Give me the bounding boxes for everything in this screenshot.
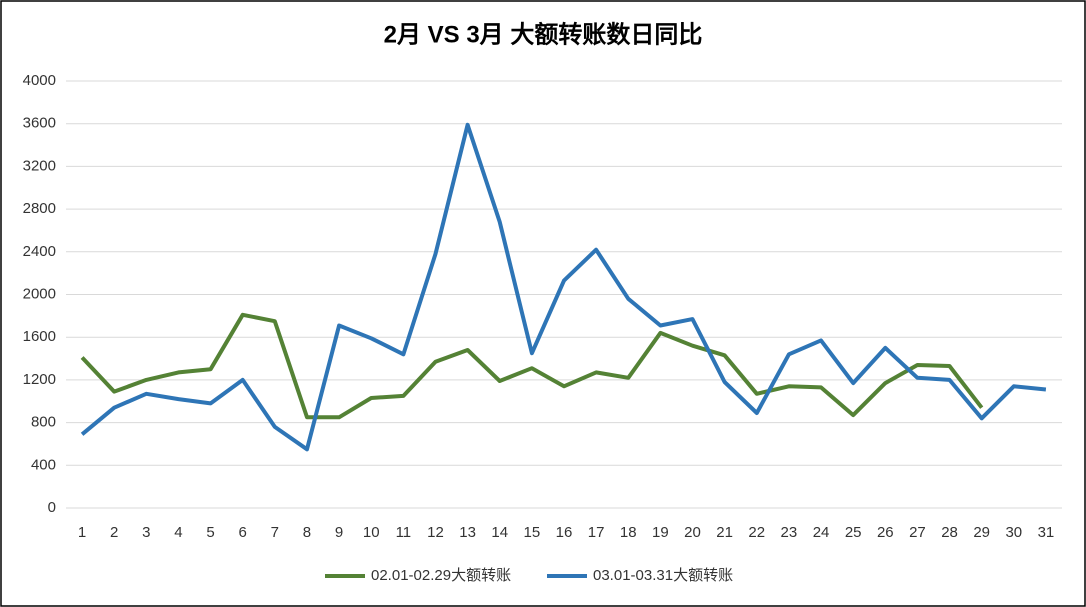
x-tick-label: 9 — [335, 524, 343, 541]
x-tick-label: 25 — [845, 524, 862, 541]
y-tick-label: 4000 — [23, 72, 56, 89]
y-tick-label: 2800 — [23, 200, 56, 217]
x-tick-label: 20 — [684, 524, 701, 541]
x-tick-label: 5 — [206, 524, 214, 541]
x-tick-label: 24 — [813, 524, 830, 541]
x-tick-label: 15 — [524, 524, 541, 541]
y-tick-label: 2000 — [23, 285, 56, 302]
legend-label: 03.01-03.31大额转账 — [593, 567, 733, 584]
y-tick-label: 0 — [48, 499, 56, 516]
x-tick-label: 17 — [588, 524, 605, 541]
line-series — [80, 312, 984, 420]
y-tick-label: 1200 — [23, 371, 56, 388]
x-tick-label: 22 — [748, 524, 765, 541]
x-tick-label: 11 — [396, 524, 412, 541]
x-tick-label: 7 — [271, 524, 279, 541]
x-tick-label: 3 — [142, 524, 150, 541]
x-tick-label: 6 — [239, 524, 247, 541]
x-tick-label: 29 — [973, 524, 990, 541]
x-tick-label: 10 — [363, 524, 380, 541]
x-tick-label: 8 — [303, 524, 311, 541]
x-tick-label: 4 — [174, 524, 182, 541]
x-tick-label: 12 — [427, 524, 444, 541]
x-tick-label: 30 — [1005, 524, 1022, 541]
x-tick-label: 16 — [556, 524, 573, 541]
x-tick-label: 23 — [781, 524, 798, 541]
x-tick-label: 2 — [110, 524, 118, 541]
line-series — [80, 122, 1047, 452]
y-tick-label: 800 — [31, 414, 56, 431]
x-tick-label: 27 — [909, 524, 926, 541]
x-tick-label: 18 — [620, 524, 637, 541]
x-tick-label: 19 — [652, 524, 669, 541]
legend-label: 02.01-02.29大额转账 — [371, 567, 511, 584]
x-tick-label: 13 — [459, 524, 476, 541]
x-tick-label: 14 — [491, 524, 508, 541]
y-tick-label: 3200 — [23, 157, 56, 174]
x-tick-label: 26 — [877, 524, 894, 541]
y-tick-label: 2400 — [23, 243, 56, 260]
y-tick-label: 400 — [31, 456, 56, 473]
y-tick-label: 1600 — [23, 328, 56, 345]
y-tick-label: 3600 — [23, 115, 56, 132]
x-tick-label: 21 — [716, 524, 733, 541]
x-tick-label: 31 — [1038, 524, 1055, 541]
chart-title: 2月 VS 3月 大额转账数日同比 — [384, 20, 703, 48]
x-tick-label: 1 — [78, 524, 86, 541]
x-tick-label: 28 — [941, 524, 958, 541]
